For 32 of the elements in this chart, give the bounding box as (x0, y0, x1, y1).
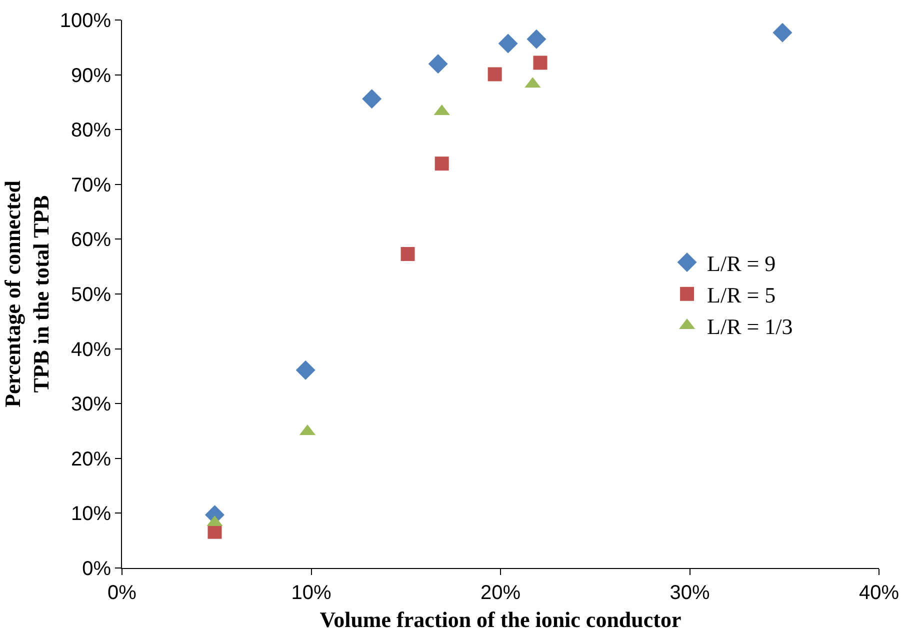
x-tick-label: 20% (480, 582, 521, 604)
point (533, 56, 548, 70)
x-tick-label: 30% (670, 582, 710, 604)
point (772, 22, 792, 42)
legend-label: L/R = 9 (707, 250, 776, 276)
point (498, 34, 518, 54)
x-tick-label: 40% (858, 582, 900, 604)
y-tick-label: 80% (70, 120, 112, 142)
point (400, 247, 415, 261)
y-axis-title: Percentage of connected TPB in the total TPB (0, 180, 54, 408)
y-tick-label: 40% (70, 338, 112, 361)
y-tick-label: 100% (60, 10, 112, 32)
y-tick-label: 30% (70, 394, 112, 416)
y-tick-label: 10% (70, 503, 112, 526)
point (208, 524, 222, 539)
legend-label: L/R = 1/3 (707, 314, 793, 340)
x-tick-label: 0% (108, 582, 137, 604)
y-tick-label: 20% (70, 448, 112, 470)
point (362, 89, 382, 109)
point (296, 360, 316, 380)
legend-label: L/R = 5 (707, 282, 776, 308)
x-tick-label: 10% (291, 582, 332, 604)
point (434, 156, 449, 171)
point (428, 54, 448, 74)
x-axis-title: Volume fraction of the ionic conductor (320, 606, 682, 632)
y-tick-label: 90% (70, 64, 112, 87)
y-tick-label: 70% (70, 174, 112, 196)
y-tick-label: 0% (82, 558, 112, 580)
y-tick-label: 50% (70, 284, 112, 306)
y-tick-label: 60% (70, 229, 112, 252)
point (526, 29, 546, 49)
point (488, 67, 502, 82)
